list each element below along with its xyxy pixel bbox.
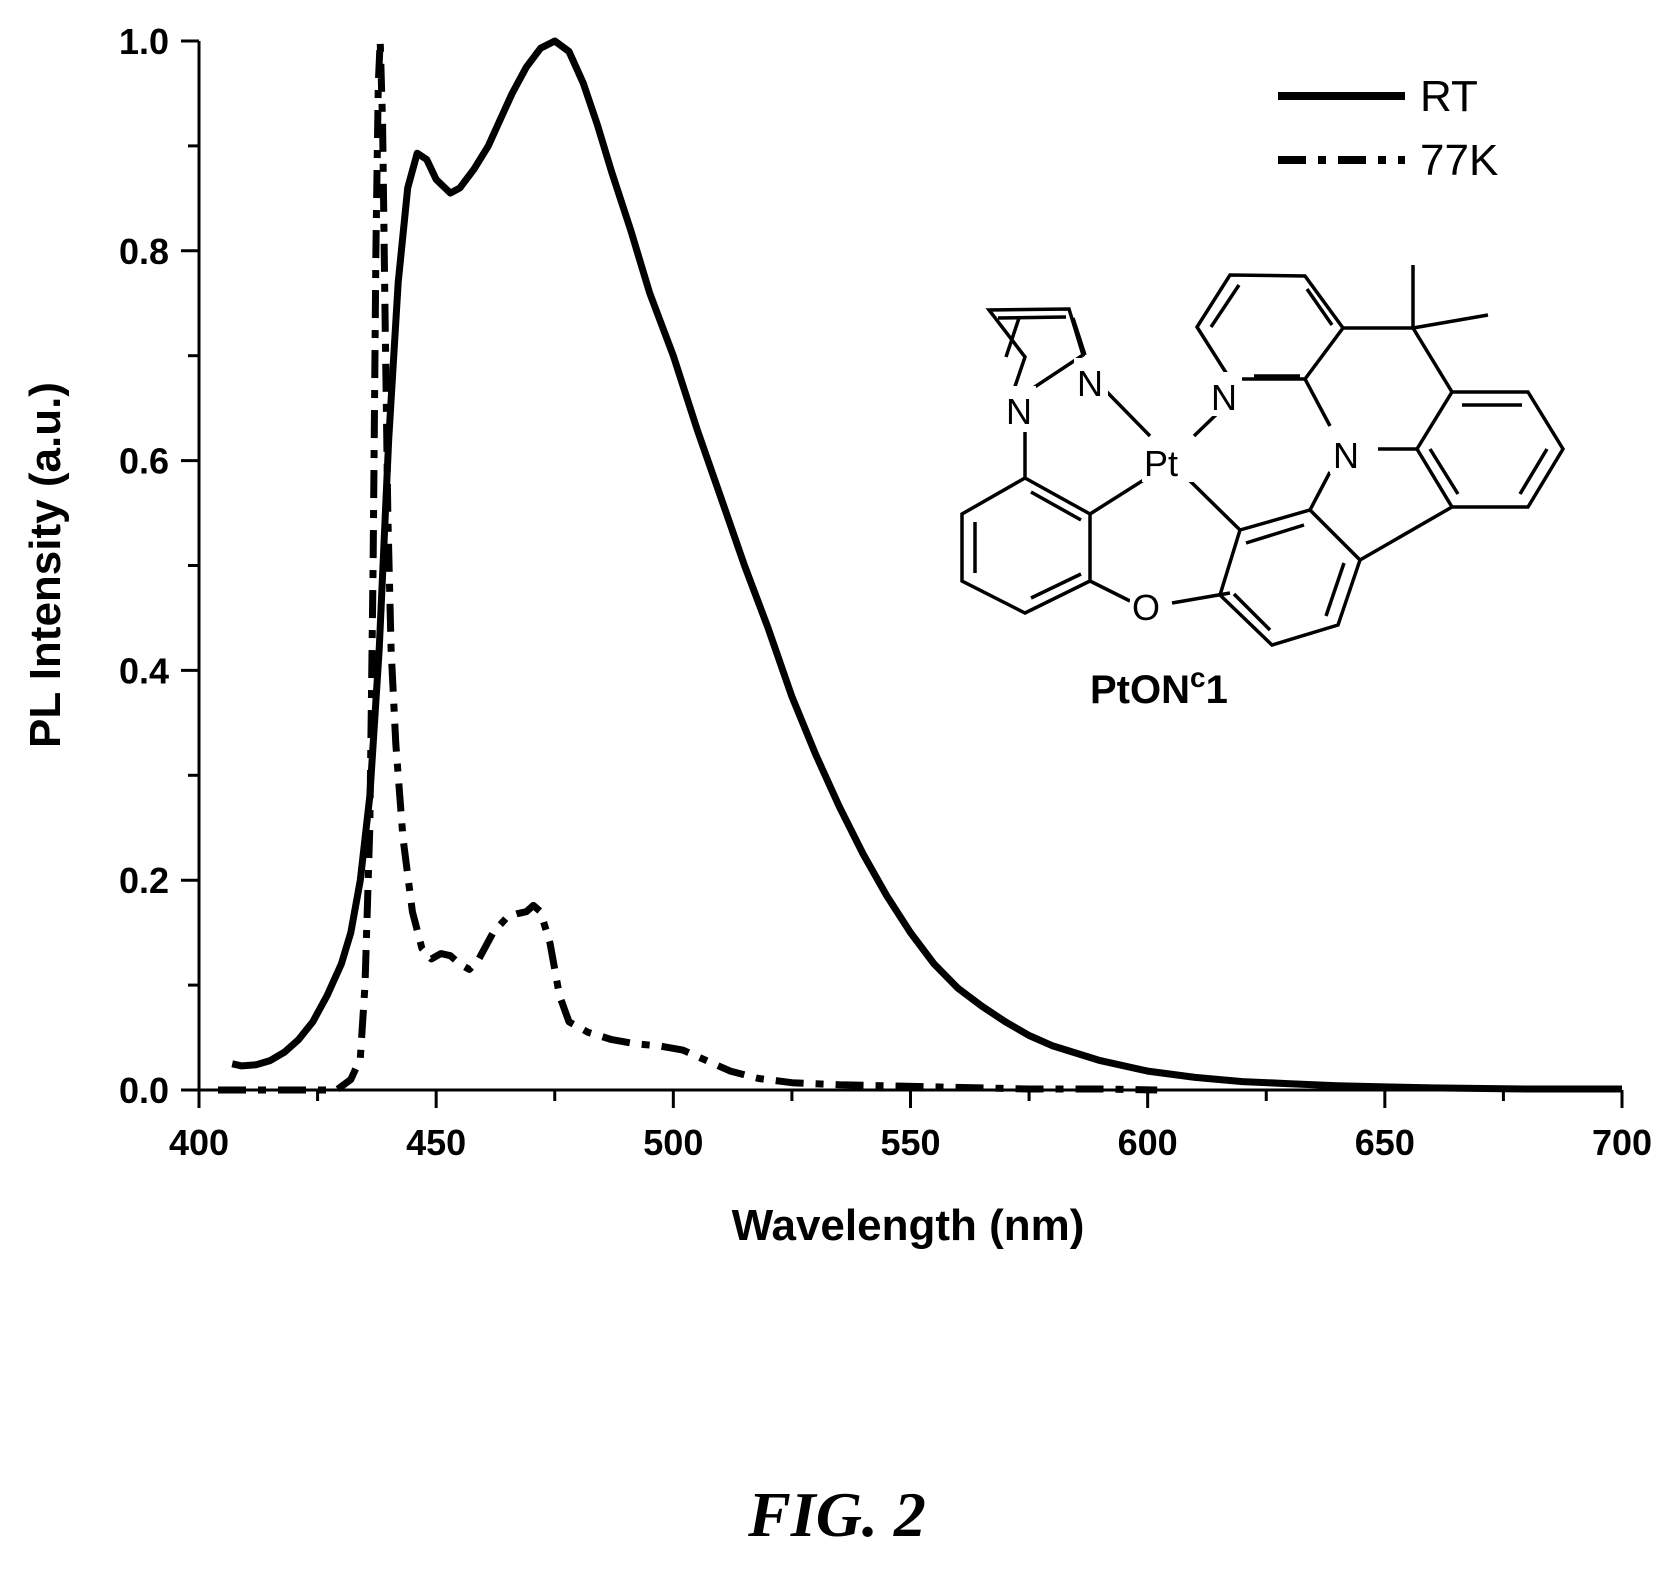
molecule-label-sup: c [1190, 662, 1206, 693]
legend-label-77k: 77K [1420, 136, 1498, 185]
x-axis-title: Wavelength (nm) [732, 1201, 1085, 1250]
atom-bg-n4 [1330, 430, 1364, 474]
y-tick-label: 0.4 [119, 650, 169, 691]
series-line-77k [218, 37, 1158, 1094]
atom-bg-pt [1142, 438, 1198, 482]
x-tick-label: 450 [406, 1122, 466, 1163]
phenyl-double-bond-2 [1030, 490, 1082, 522]
figure-caption: FIG. 2 [747, 1479, 926, 1550]
lower-aryl-double-1 [1245, 523, 1305, 545]
bond-ring-closure [1359, 505, 1453, 562]
bond-n-pt-left [1104, 389, 1152, 438]
molecule-atoms: N N Pt N N O [1002, 358, 1364, 628]
y-tick-labels: 0.0 0.2 0.4 0.6 0.8 1.0 [119, 21, 169, 1111]
pyrazole-double-bond-3 [1071, 317, 1087, 356]
atom-pt: Pt [1144, 443, 1178, 484]
x-tick-label: 600 [1118, 1122, 1178, 1163]
x-tick-label: 400 [169, 1122, 229, 1163]
right-benzene-double-2 [1518, 448, 1549, 495]
y-axis-title: PL Intensity (a.u.) [21, 382, 70, 748]
pyridine-double-bond-2 [1305, 288, 1334, 326]
pyrazole-double-bond-1 [997, 315, 1067, 320]
y-tick-label: 0.2 [119, 860, 169, 901]
lower-aryl-double-2 [1324, 562, 1346, 617]
series-layer [218, 37, 1622, 1094]
x-tick-label: 500 [643, 1122, 703, 1163]
molecule-structure [960, 265, 1566, 647]
x-tick-label: 650 [1355, 1122, 1415, 1163]
methyl-2 [1412, 313, 1489, 330]
legend-label-rt: RT [1420, 72, 1478, 121]
molecule-label-tail: 1 [1206, 668, 1228, 712]
bond-c-pt-left [1089, 474, 1151, 516]
bond-n-carbazole [1308, 471, 1332, 511]
atom-n-3: N [1211, 377, 1237, 418]
atom-n-2: N [1077, 363, 1103, 404]
x-tick-label: 550 [880, 1122, 940, 1163]
atom-bg-n3 [1208, 372, 1242, 416]
molecule-label: PtONc1 [1090, 662, 1228, 712]
x-tick-label: 700 [1592, 1122, 1652, 1163]
phenyl-double-bond-3 [1030, 572, 1082, 600]
lower-aryl-ring [1218, 508, 1363, 647]
atom-bg-n1 [1002, 386, 1036, 430]
atom-bg-n2 [1074, 358, 1108, 402]
lower-aryl-double-3 [1232, 592, 1272, 632]
y-tick-label: 0.0 [119, 1070, 169, 1111]
x-tick-labels: 400 450 500 550 600 650 700 [169, 1122, 1652, 1163]
atom-n-4: N [1333, 435, 1359, 476]
bond-phenyl-o [1089, 579, 1131, 603]
atom-o: O [1132, 587, 1160, 628]
pyrazole-ring [985, 307, 1086, 409]
pyrazole-double-bond-2 [1004, 317, 1021, 358]
legend: RT 77K [1278, 72, 1498, 185]
y-tick-label: 0.6 [119, 441, 169, 482]
molecule-label-main: PtON [1090, 668, 1190, 712]
y-tick-label: 1.0 [119, 21, 169, 62]
bond-pyridine-n [1303, 378, 1332, 427]
bond-c-pt-right [1183, 474, 1242, 532]
atom-n-1: N [1006, 391, 1032, 432]
y-tick-label: 0.8 [119, 231, 169, 272]
series-line-rt [231, 37, 1622, 1093]
pyridine-double-bond-1 [1209, 284, 1241, 328]
atom-bg-o [1130, 582, 1170, 626]
right-benzene-double-3 [1428, 448, 1460, 495]
bond-carbon-ring [1411, 327, 1454, 393]
